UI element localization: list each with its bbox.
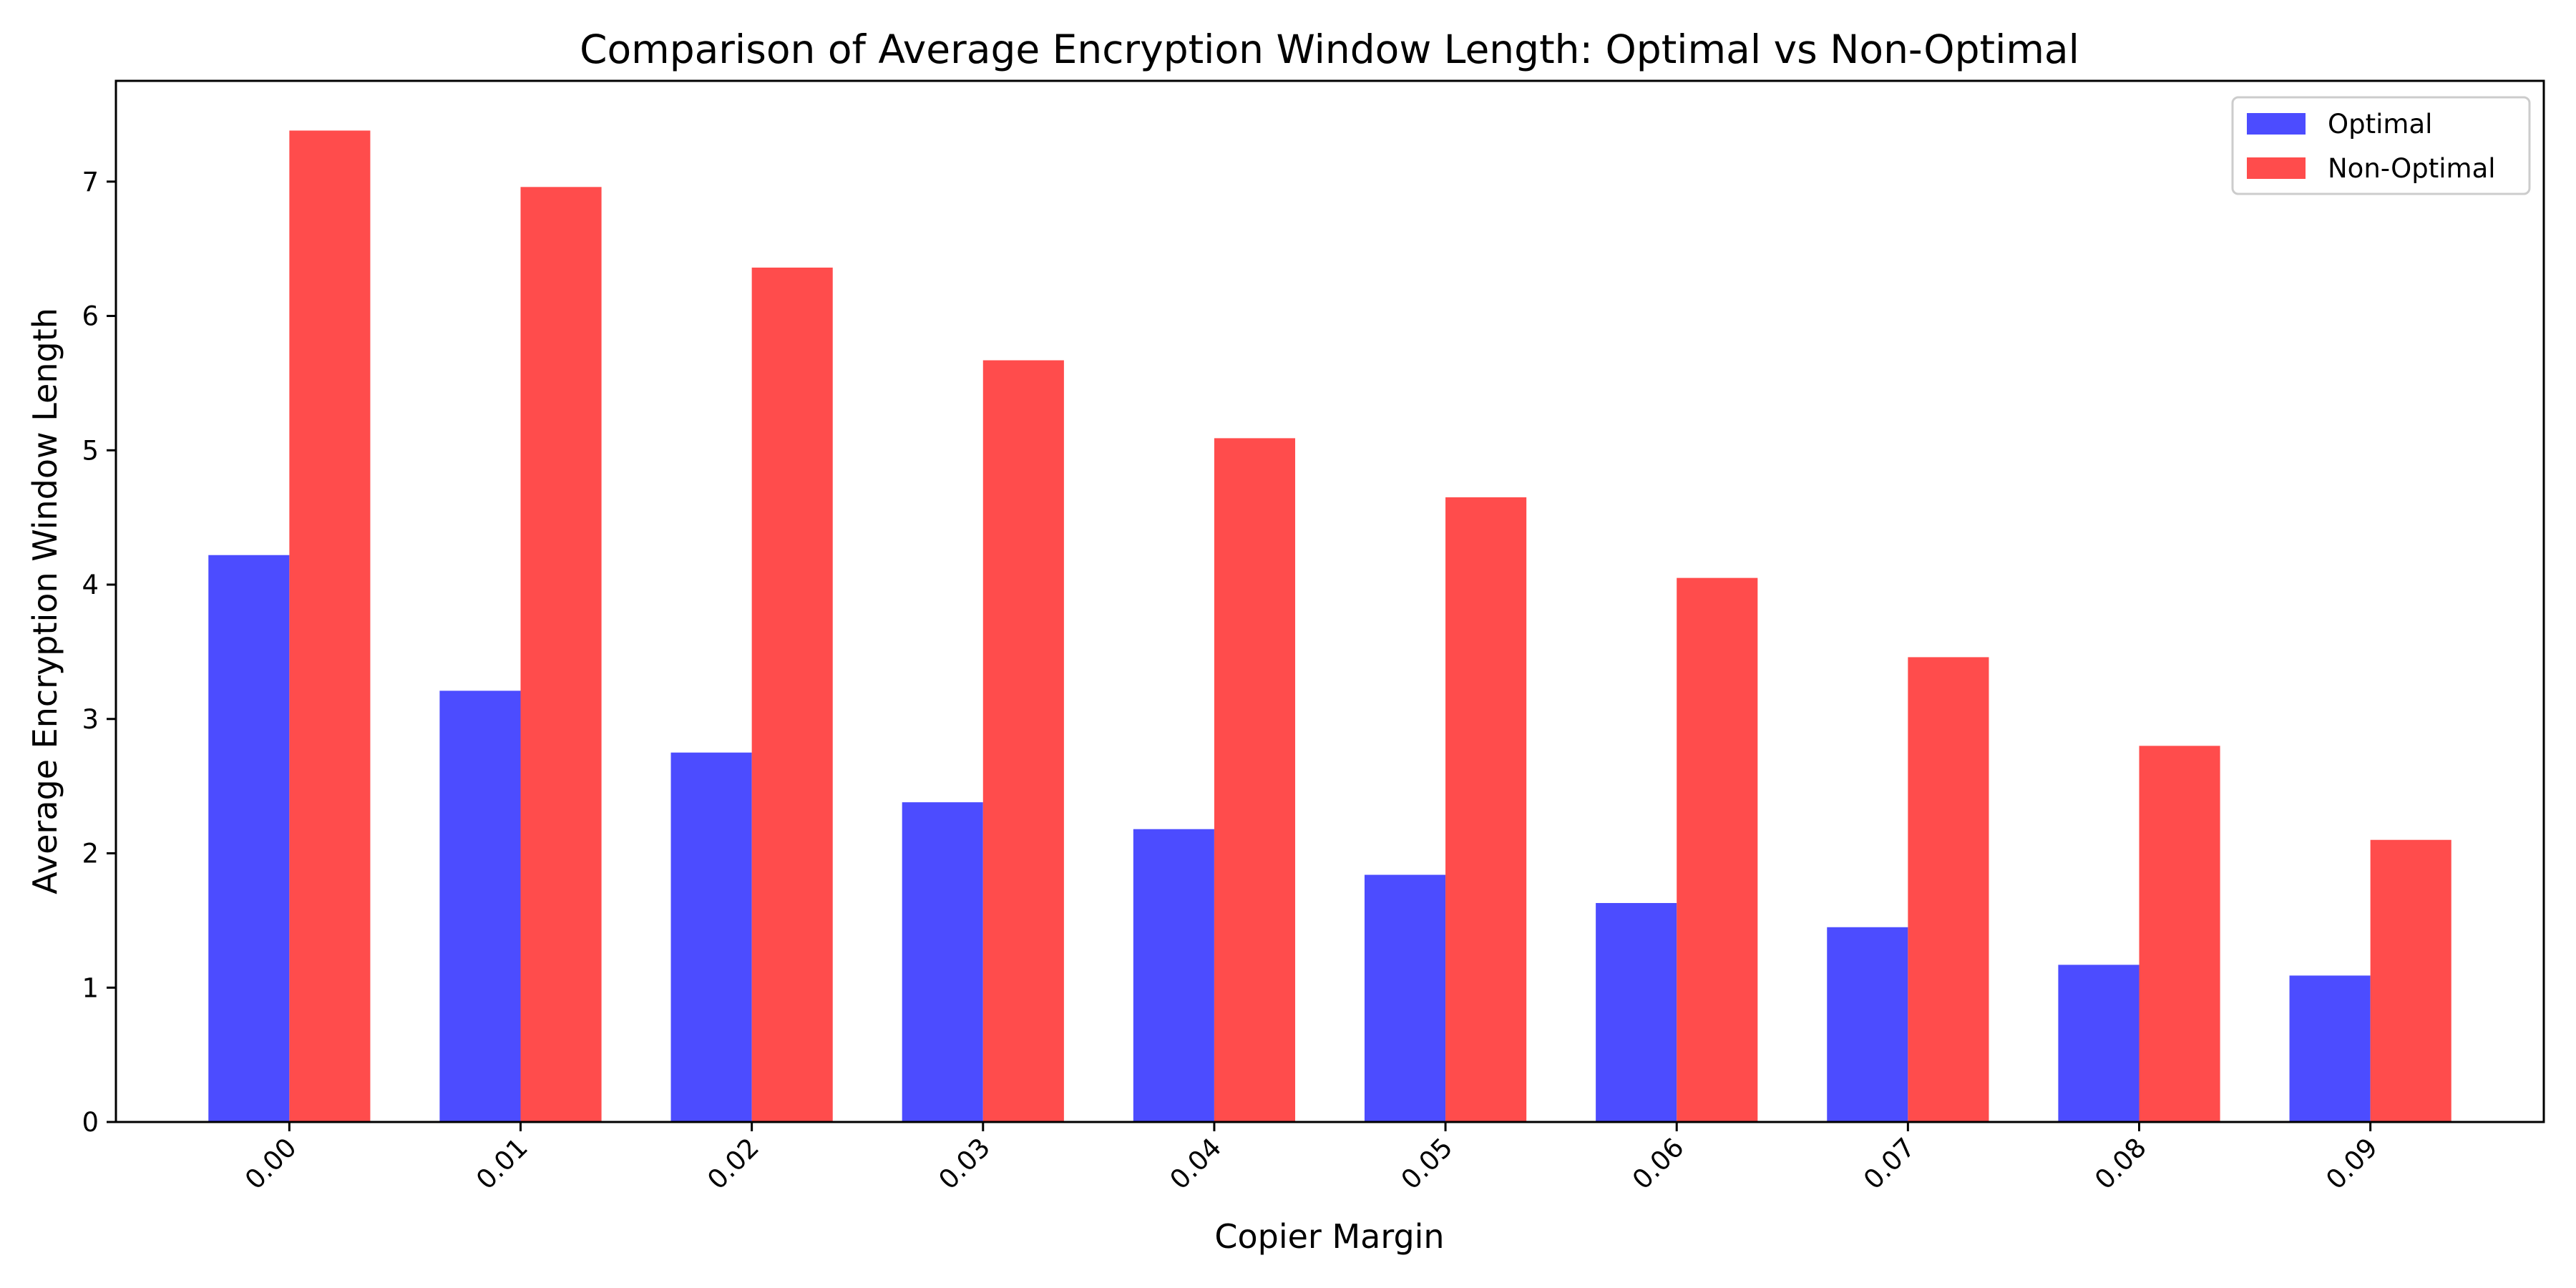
y-tick-label: 7 [82,167,99,197]
bar-optimal-0.03 [902,802,983,1122]
x-tick-label: 0.07 [1858,1132,1921,1196]
bar-optimal-0.08 [2058,965,2140,1122]
bar-non-optimal-0.02 [751,267,833,1122]
bar-non-optimal-0.04 [1214,438,1296,1122]
x-tick-label: 0.08 [2089,1132,2152,1196]
bar-non-optimal-0.09 [2370,839,2451,1122]
y-tick-label: 6 [82,301,99,332]
legend-label-optimal: Optimal [2328,109,2432,140]
x-tick-label: 0.01 [470,1132,534,1196]
legend: Optimal Non-Optimal [2231,96,2531,195]
x-tick-label: 0.05 [1395,1132,1459,1196]
bar-non-optimal-0.03 [982,360,1064,1123]
x-tick-label: 0.09 [2320,1132,2384,1196]
bar-non-optimal-0.08 [2139,746,2220,1122]
bar-optimal-0.07 [1827,927,1908,1122]
y-axis: 0 1 2 3 4 5 6 7 [82,167,116,1138]
bar-non-optimal-0.05 [1445,497,1527,1122]
y-tick-label: 0 [82,1107,99,1138]
bar-optimal-0.00 [208,555,290,1122]
x-axis: 0.00 0.01 0.02 0.03 0.04 0.05 0.06 0.07 0.08 0.09 [239,1122,2384,1196]
y-tick-label: 5 [82,435,99,466]
bar-optimal-0.06 [1596,902,1677,1122]
x-tick-label: 0.06 [1626,1132,1690,1196]
legend-box [2231,96,2531,195]
y-tick-label: 1 [82,972,99,1003]
y-axis-label: Average Encryption Window Length [26,308,64,894]
bar-optimal-0.04 [1133,829,1214,1122]
x-tick-label: 0.00 [239,1132,303,1196]
bar-non-optimal-0.07 [1908,657,1989,1122]
x-tick-label: 0.03 [932,1132,996,1196]
x-tick-label: 0.02 [701,1132,765,1196]
legend-swatch-optimal [2247,113,2306,135]
x-axis-label: Copier Margin [1214,1217,1444,1256]
bar-non-optimal-0.00 [289,130,371,1123]
x-tick-label: 0.04 [1164,1132,1228,1196]
bar-non-optimal-0.06 [1677,577,1758,1122]
legend-swatch-non-optimal [2247,157,2306,179]
bar-optimal-0.05 [1364,874,1446,1122]
plot-frame [114,79,2545,1123]
y-tick-label: 2 [82,839,99,869]
y-tick-label: 3 [82,704,99,735]
bar-optimal-0.02 [670,752,752,1122]
bar-non-optimal-0.01 [520,187,602,1122]
legend-label-non-optimal: Non-Optimal [2328,153,2496,184]
y-tick-label: 4 [82,570,99,600]
bar-optimal-0.09 [2289,975,2371,1122]
chart-title: Comparison of Average Encryption Window … [580,26,2079,72]
bars-group [208,130,2451,1123]
bar-optimal-0.01 [439,691,521,1122]
